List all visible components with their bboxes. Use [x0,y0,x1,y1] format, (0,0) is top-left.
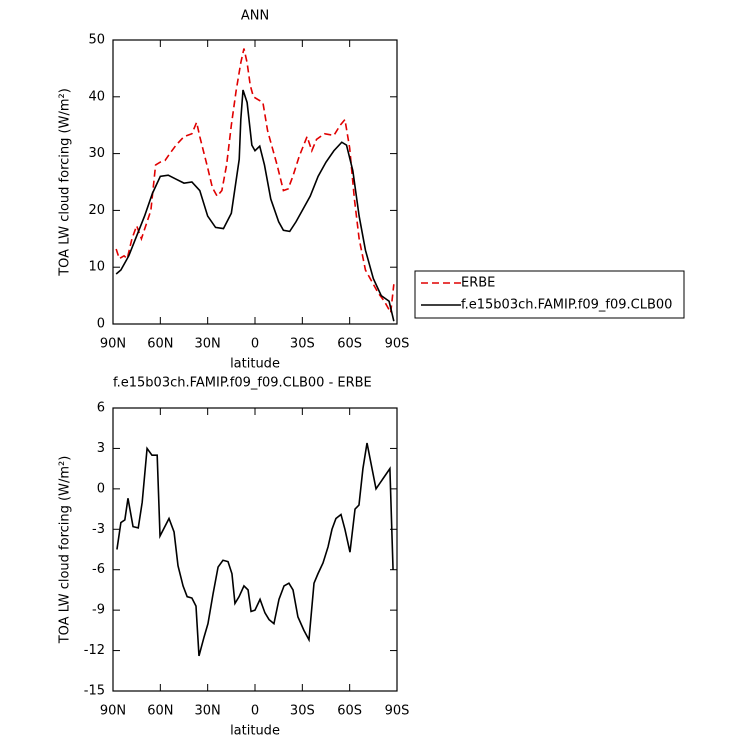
x-tick-label: 30N [195,704,221,719]
x-tick-label: 60N [147,337,173,352]
x-axis-label: latitude [230,357,280,372]
x-tick-label: 60S [337,704,362,719]
chart-title: ANN [241,9,269,24]
chart-title: f.e15b03ch.FAMIP.f09_f09.CLB00 - ERBE [113,376,372,391]
x-tick-label: 60S [337,337,362,352]
y-tick-label: 20 [88,203,105,218]
line [115,89,395,322]
y-tick-label: -12 [84,643,105,658]
x-tick-label: 90S [385,704,410,719]
y-tick-label: 50 [88,33,105,48]
x-tick-label: 90N [100,704,126,719]
y-tick-label: 3 [97,441,105,456]
x-tick-label: 30N [195,337,221,352]
plot-frame [112,407,398,692]
y-axis-label: TOA LW cloud forcing (W/m²) [58,456,73,645]
legend-label: f.e15b03ch.FAMIP.f09_f09.CLB00 [461,298,672,313]
legend-box [414,270,685,319]
x-axis-label: latitude [230,724,280,739]
y-tick-label: -9 [92,603,105,618]
y-axis-label: TOA LW cloud forcing (W/m²) [58,88,73,277]
x-tick-label: 90S [385,337,410,352]
line [116,442,394,657]
x-tick-label: 30S [290,337,315,352]
x-tick-label: 0 [251,337,259,352]
x-tick-label: 0 [251,704,259,719]
x-tick-label: 90N [100,337,126,352]
legend-label: ERBE [461,276,495,291]
y-tick-label: 0 [97,481,105,496]
y-tick-label: -15 [84,684,105,699]
y-tick-label: -6 [92,562,105,577]
y-tick-label: -3 [92,522,105,537]
line [115,48,395,316]
x-tick-label: 30S [290,704,315,719]
y-tick-label: 40 [88,89,105,104]
y-tick-label: 30 [88,146,105,161]
y-tick-label: 6 [97,401,105,416]
y-tick-label: 0 [97,317,105,332]
x-tick-label: 60N [147,704,173,719]
y-tick-label: 10 [88,260,105,275]
